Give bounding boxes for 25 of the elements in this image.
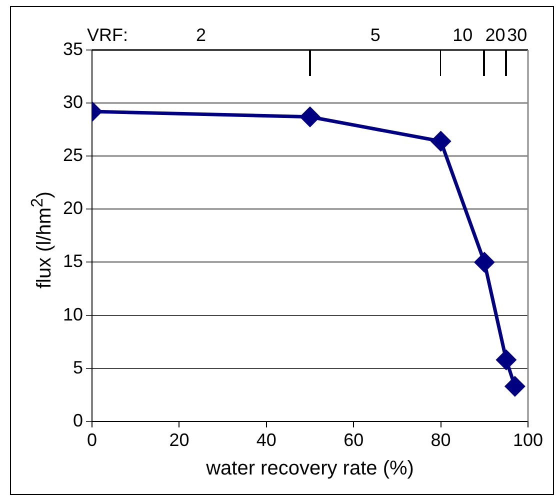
y-tick-label: 15 — [62, 251, 84, 272]
y-tick-label: 10 — [62, 304, 84, 324]
text: 30 — [507, 24, 528, 45]
point — [496, 350, 516, 370]
x-tick-label: 0 — [87, 430, 98, 450]
y-tick-label: 35 — [62, 38, 84, 59]
y-tick-label: 25 — [62, 145, 84, 166]
y-tick-label: 0 — [73, 410, 84, 430]
text: VRF: — [87, 24, 128, 45]
x-tick-label: 20 — [169, 430, 190, 450]
x-axis-title: water recovery rate (%) — [205, 458, 414, 480]
point — [431, 132, 451, 152]
y-tick-label: 30 — [62, 92, 84, 112]
y-tick-label: 20 — [62, 198, 84, 218]
text: 5 — [370, 24, 380, 45]
point — [474, 252, 494, 272]
text: 2 — [196, 24, 206, 45]
text: 10 — [452, 24, 473, 45]
x-tick-label: 40 — [256, 430, 276, 450]
x-tick-label: 60 — [344, 430, 364, 450]
x-tick-label: 100 — [512, 430, 544, 450]
x-tick-label: 80 — [430, 430, 451, 450]
text: 20 — [485, 24, 506, 45]
y-tick-label: 5 — [73, 357, 84, 378]
point — [505, 376, 525, 396]
